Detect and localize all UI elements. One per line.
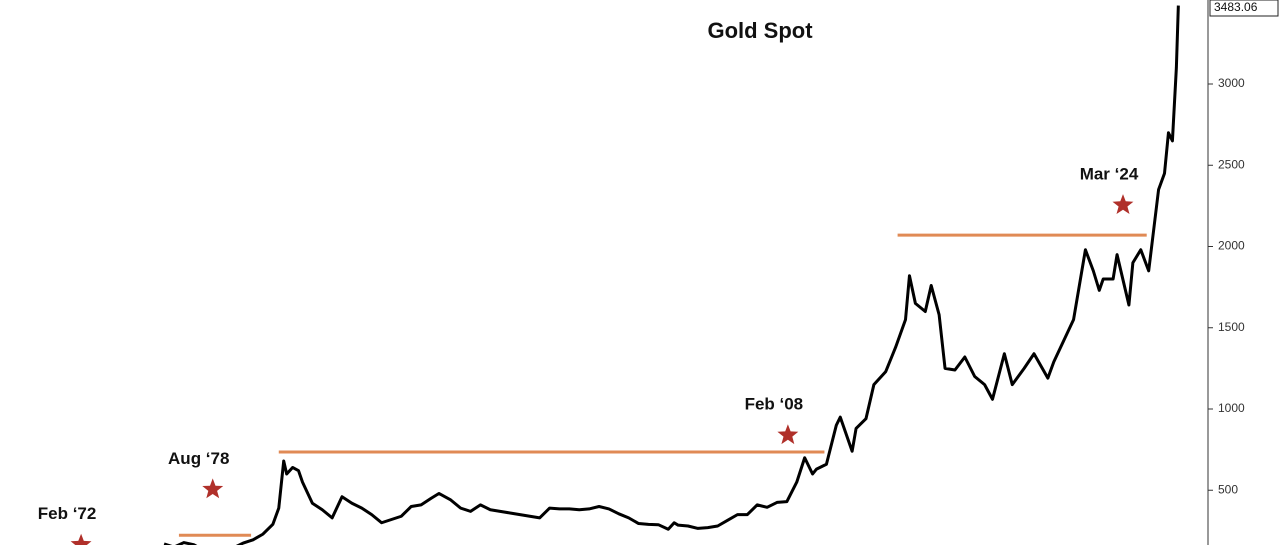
- y-tick-label: 3000: [1218, 76, 1245, 90]
- annotation-label: Feb ‘72: [38, 504, 97, 523]
- y-tick-label: 1500: [1218, 320, 1245, 334]
- y-tick-label: 2500: [1218, 157, 1245, 171]
- chart-title: Gold Spot: [707, 18, 813, 43]
- star-marker: [777, 424, 799, 445]
- annotation-label: Feb ‘08: [745, 395, 804, 414]
- y-tick-label: 1000: [1218, 401, 1245, 415]
- plot-area: [163, 5, 1180, 545]
- star-marker: [202, 478, 224, 499]
- last-value-label: 3483.06: [1214, 0, 1258, 14]
- annotation-label: Aug ‘78: [168, 449, 229, 468]
- star-marker: [1112, 194, 1134, 214]
- last-value-box: [1209, 0, 1279, 17]
- annotation-label: Mar ‘24: [1080, 165, 1139, 184]
- price-line: [163, 5, 1180, 545]
- star-marker: [70, 533, 92, 545]
- y-tick-label: 500: [1218, 482, 1238, 496]
- y-tick-label: 2000: [1218, 239, 1245, 253]
